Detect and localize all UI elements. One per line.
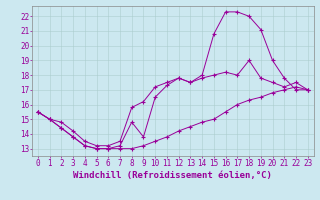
X-axis label: Windchill (Refroidissement éolien,°C): Windchill (Refroidissement éolien,°C) (73, 171, 272, 180)
